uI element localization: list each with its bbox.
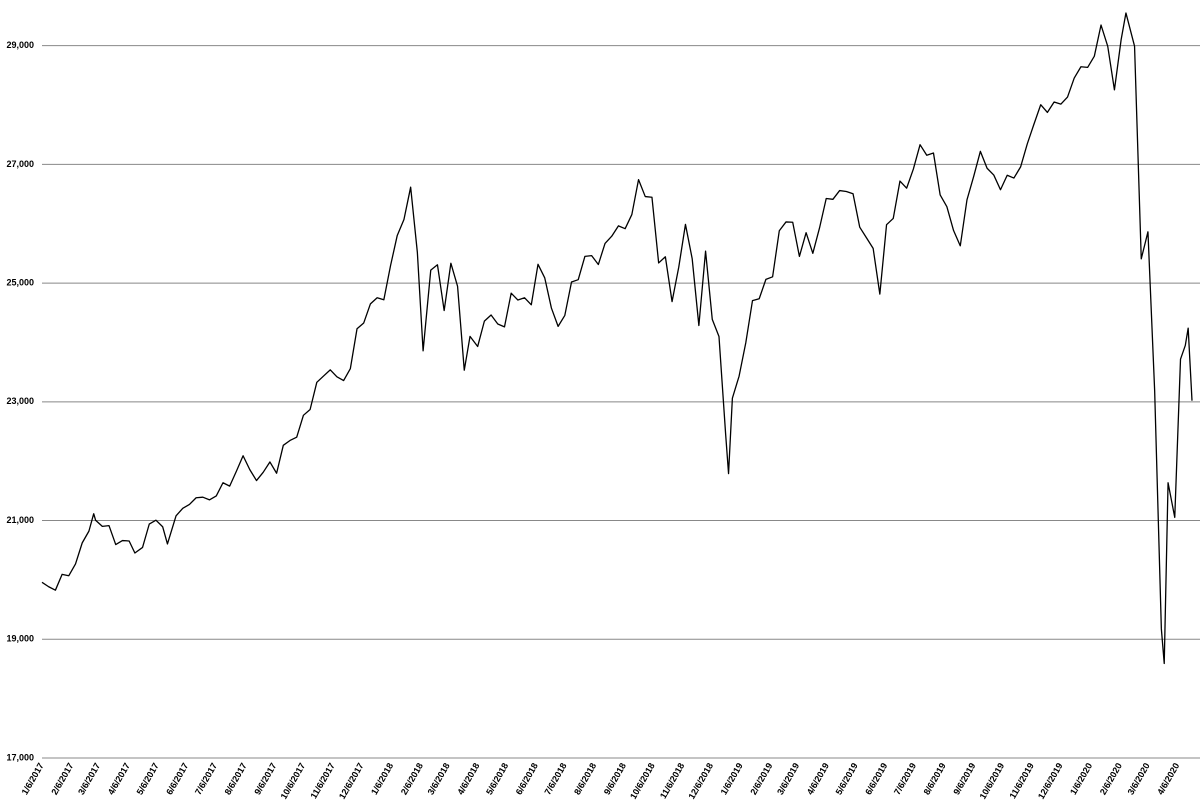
x-tick-label: 1/6/2018 (369, 761, 395, 796)
x-tick-label: 1/6/2017 (20, 761, 46, 796)
x-tick-label: 3/6/2017 (76, 761, 102, 796)
y-tick-label: 25,000 (6, 277, 34, 287)
x-tick-label: 7/6/2017 (193, 761, 219, 796)
x-tick-label: 7/6/2019 (892, 761, 918, 796)
x-tick-label: 10/6/2017 (279, 761, 308, 801)
x-tick-label: 8/6/2017 (223, 761, 249, 796)
x-tick-label: 6/6/2019 (863, 761, 889, 796)
y-tick-label: 19,000 (6, 634, 34, 644)
x-tick-label: 6/6/2017 (164, 761, 190, 796)
y-tick-label: 21,000 (6, 515, 34, 525)
x-tick-label: 12/6/2019 (1036, 761, 1065, 801)
x-tick-label: 11/6/2017 (308, 761, 336, 800)
x-tick-label: 3/6/2018 (426, 761, 452, 796)
x-tick-label: 3/6/2020 (1126, 761, 1152, 796)
x-tick-label: 5/6/2019 (834, 761, 860, 796)
x-tick-label: 1/6/2019 (719, 761, 745, 796)
y-tick-label: 27,000 (6, 159, 34, 169)
x-tick-label: 10/6/2018 (628, 761, 657, 801)
x-tick-label: 6/6/2018 (514, 761, 540, 796)
x-tick-label: 11/6/2019 (1007, 761, 1035, 800)
x-tick-label: 5/6/2017 (135, 761, 161, 796)
y-tick-label: 29,000 (6, 40, 34, 50)
x-tick-label: 3/6/2019 (775, 761, 801, 796)
x-tick-label: 4/6/2018 (455, 761, 481, 796)
x-tick-label: 9/6/2018 (602, 761, 628, 796)
x-tick-label: 4/6/2017 (106, 761, 132, 796)
x-tick-label: 1/6/2020 (1068, 761, 1094, 796)
x-tick-label: 10/6/2019 (978, 761, 1007, 801)
x-tick-label: 9/6/2019 (951, 761, 977, 796)
x-tick-label: 8/6/2018 (572, 761, 598, 796)
x-tick-label: 7/6/2018 (542, 761, 568, 796)
price-line (41, 12, 1193, 665)
x-tick-label: 8/6/2019 (922, 761, 948, 796)
x-tick-label: 4/6/2020 (1155, 761, 1181, 796)
x-tick-label: 12/6/2018 (686, 761, 715, 801)
x-tick-label: 12/6/2017 (337, 761, 366, 801)
x-tick-label: 9/6/2017 (252, 761, 278, 796)
y-tick-label: 17,000 (6, 752, 34, 762)
y-tick-label: 23,000 (6, 396, 34, 406)
x-tick-label: 2/6/2017 (49, 761, 75, 796)
x-tick-label: 11/6/2018 (658, 761, 686, 800)
x-tick-label: 5/6/2018 (484, 761, 510, 796)
x-tick-label: 2/6/2018 (399, 761, 425, 796)
x-tick-label: 2/6/2020 (1098, 761, 1124, 796)
x-tick-label: 4/6/2019 (805, 761, 831, 796)
x-tick-label: 2/6/2019 (748, 761, 774, 796)
